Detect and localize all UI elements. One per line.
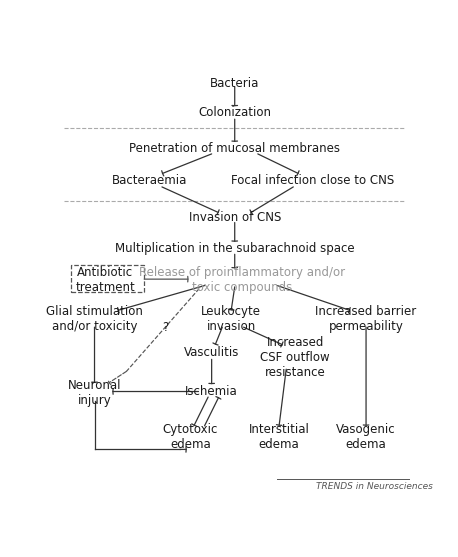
Text: Cytotoxic
edema: Cytotoxic edema bbox=[163, 423, 218, 451]
Text: Neuronal
injury: Neuronal injury bbox=[68, 379, 121, 407]
Text: Leukocyte
invasion: Leukocyte invasion bbox=[201, 305, 261, 333]
Text: Bacteraemia: Bacteraemia bbox=[112, 174, 187, 187]
Text: Penetration of mucosal membranes: Penetration of mucosal membranes bbox=[129, 142, 340, 155]
Text: Interstitial
edema: Interstitial edema bbox=[249, 423, 310, 451]
Text: ?: ? bbox=[163, 321, 169, 334]
Text: Release of proinflammatory and/or
toxic compounds: Release of proinflammatory and/or toxic … bbox=[139, 266, 345, 294]
Text: Bacteria: Bacteria bbox=[210, 77, 259, 90]
Text: Multiplication in the subarachnoid space: Multiplication in the subarachnoid space bbox=[115, 242, 354, 255]
Text: Focal infection close to CNS: Focal infection close to CNS bbox=[231, 174, 394, 187]
Text: Colonization: Colonization bbox=[198, 106, 271, 119]
Text: Ischemia: Ischemia bbox=[185, 385, 238, 398]
Text: Antibiotic
treatment: Antibiotic treatment bbox=[75, 266, 135, 294]
Text: Increased barrier
permeability: Increased barrier permeability bbox=[316, 305, 417, 333]
Text: Vasculitis: Vasculitis bbox=[184, 345, 240, 359]
FancyBboxPatch shape bbox=[71, 265, 144, 292]
Text: Glial stimulation
and/or toxicity: Glial stimulation and/or toxicity bbox=[46, 305, 143, 333]
Text: Increased
CSF outflow
resistance: Increased CSF outflow resistance bbox=[260, 336, 330, 379]
Text: Invasion of CNS: Invasion of CNS bbox=[189, 211, 281, 224]
Text: TRENDS in Neurosciences: TRENDS in Neurosciences bbox=[316, 482, 433, 491]
Text: Vasogenic
edema: Vasogenic edema bbox=[336, 423, 396, 451]
